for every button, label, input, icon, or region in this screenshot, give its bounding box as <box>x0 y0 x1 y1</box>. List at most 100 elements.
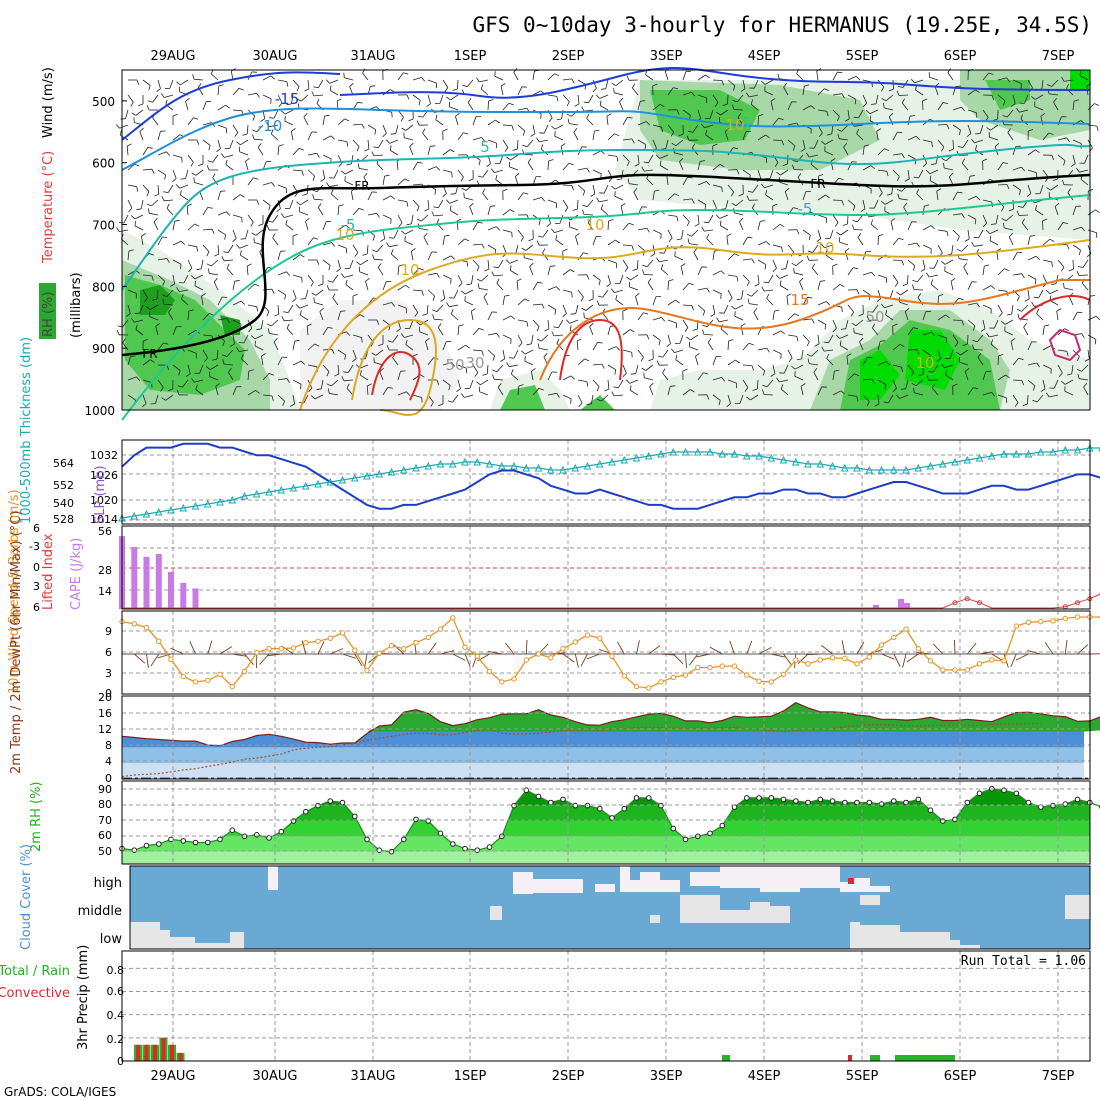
wind-barb-flag <box>971 241 975 247</box>
thickness-marker <box>853 463 861 472</box>
rh-marker <box>229 827 236 834</box>
wind-barb <box>929 76 939 81</box>
wind-barb-flag <box>800 148 806 152</box>
wind-barb <box>681 229 684 239</box>
wind-barb-flag <box>181 294 184 300</box>
wind-barb <box>682 389 691 396</box>
rh-marker <box>927 807 934 814</box>
wind-barb <box>739 221 744 231</box>
wind-barb <box>574 653 579 668</box>
wind-barb <box>547 392 557 396</box>
wind-barb <box>480 379 489 386</box>
wind-barb-flag <box>1010 338 1016 342</box>
thickness-marker <box>510 461 518 470</box>
wind-barb <box>1034 106 1044 111</box>
wind-barb-flag <box>435 114 438 120</box>
wind-barb <box>841 640 846 655</box>
wind-barb <box>662 372 669 381</box>
wind-barb <box>890 221 894 231</box>
wind-barb <box>944 259 954 265</box>
wind-barb-flag <box>668 279 674 282</box>
wind-barb-flag <box>770 373 776 377</box>
wind-barb <box>141 236 144 246</box>
wind-barb-flag <box>941 260 946 265</box>
wind-barb <box>817 386 823 396</box>
wind-barb <box>929 180 939 186</box>
wind-barb <box>646 259 654 268</box>
wind-barb <box>877 148 885 156</box>
wind-barb <box>1072 154 1076 164</box>
wind-speed-marker <box>915 646 921 652</box>
wind-barb <box>291 94 294 104</box>
wind-barb-flag <box>188 267 193 273</box>
precip-rain-bar <box>895 1055 905 1061</box>
wind-speed-marker <box>719 663 725 669</box>
wind-barb <box>958 154 969 156</box>
wind-barb <box>577 167 587 171</box>
upper-air-annotation: 10 <box>335 226 354 244</box>
wind-barb-flag <box>982 158 988 162</box>
wind-barb-flag <box>1017 313 1020 319</box>
wind-barb-flag <box>813 368 818 373</box>
wind-barb-flag <box>571 292 573 298</box>
precip-convective-bar <box>178 1052 183 1061</box>
wind-barb <box>425 341 429 351</box>
wind-barb <box>134 319 144 323</box>
wind-barb-flag <box>957 191 963 194</box>
wind-barb <box>952 106 962 111</box>
thickness-marker <box>657 449 665 458</box>
wind-barb <box>246 124 249 135</box>
wind-barb <box>350 191 354 201</box>
wind-barb <box>1087 124 1097 127</box>
wind-barb-flag <box>595 94 600 99</box>
wind-barb <box>922 225 932 231</box>
wind-barb-flag <box>811 263 816 269</box>
wind-barb-flag <box>706 287 710 293</box>
wind-barb <box>1042 132 1050 141</box>
wind-barb-flag <box>969 175 976 177</box>
rh-marker <box>450 841 456 847</box>
wind-barb-flag <box>447 400 453 403</box>
wind-barb-flag <box>553 326 559 329</box>
wind-barb-flag <box>853 327 855 333</box>
wind-barb-flag <box>751 365 754 371</box>
wind-barb-flag <box>281 110 286 115</box>
wind-speed-marker <box>609 653 615 659</box>
wind-barb <box>816 71 819 81</box>
wind-barb <box>1005 214 1014 222</box>
rh-marker <box>352 813 358 820</box>
wind-barb <box>787 122 797 126</box>
wind-barb-flag <box>1036 308 1040 314</box>
wind-barb <box>1023 326 1029 336</box>
wind-barb <box>783 86 789 96</box>
wind-barb <box>967 302 977 306</box>
wind-barb <box>412 94 421 101</box>
wind-barb-flag <box>278 102 283 107</box>
wind-barb-flag <box>567 118 570 124</box>
wind-barb <box>922 206 925 216</box>
wind-barb <box>168 312 174 321</box>
isotherm <box>539 279 1090 381</box>
wind-barb-flag <box>201 293 206 297</box>
wind-barb <box>960 349 969 356</box>
wind-barb <box>949 349 954 359</box>
wind-barb <box>360 374 369 381</box>
wind-barb <box>591 394 594 404</box>
wind-barb-flag <box>338 204 344 207</box>
li-y-tick: 3 <box>33 580 40 593</box>
temp-line <box>121 702 1100 747</box>
wind-barb <box>703 334 714 336</box>
wind-barb <box>577 394 583 404</box>
wind-barb-flag <box>404 178 410 182</box>
wind-barb-flag <box>898 86 904 88</box>
wind-barb <box>569 226 579 231</box>
wind-barb <box>892 379 897 389</box>
wind-barb-flag <box>344 118 350 122</box>
wind-barb <box>785 259 789 269</box>
wind-barb <box>847 109 850 119</box>
wind-barb-flag <box>476 278 482 282</box>
wind-barb-flag <box>844 118 850 122</box>
wind-barb <box>1007 132 1014 141</box>
wind-barb <box>455 116 459 126</box>
precip-y-tick: 0.4 <box>107 1009 125 1022</box>
